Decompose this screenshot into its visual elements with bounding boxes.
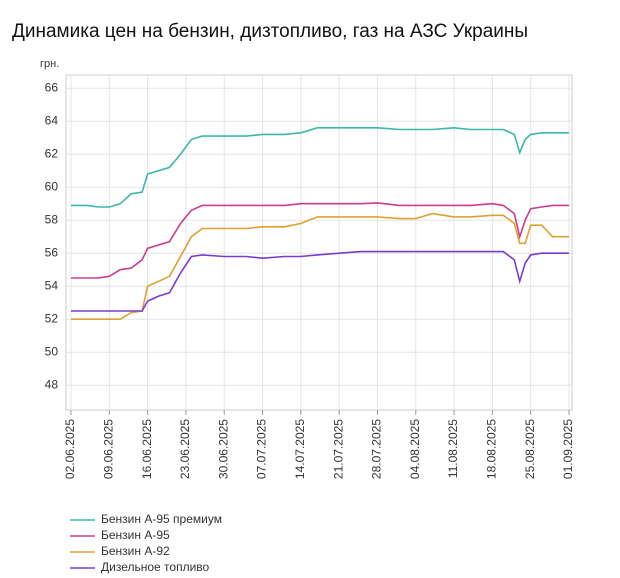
x-tick-label: 21.07.2025	[331, 419, 345, 479]
x-tick-label: 18.08.2025	[485, 419, 499, 479]
y-tick-label: 60	[45, 179, 59, 193]
y-tick-label: 64	[45, 113, 59, 127]
x-tick-label: 25.08.2025	[523, 419, 537, 479]
x-tick-label: 30.06.2025	[216, 419, 230, 479]
series-line	[71, 126, 569, 208]
y-tick-label: 48	[45, 377, 59, 391]
x-tick-label: 09.06.2025	[101, 419, 115, 479]
y-axis-label: грн.	[40, 58, 59, 70]
y-tick-label: 58	[45, 212, 59, 226]
x-tick-label: 28.07.2025	[370, 419, 384, 479]
y-tick-label: 66	[45, 80, 59, 94]
x-tick-label: 14.07.2025	[293, 419, 307, 479]
legend-label: Бензин А-92	[101, 544, 170, 558]
series-line	[71, 250, 569, 312]
y-tick-label: 54	[45, 278, 59, 292]
legend-label: Дизельное топливо	[101, 560, 210, 574]
chart-title: Динамика цен на бензин, дизтопливо, газ …	[12, 21, 528, 42]
y-tick-label: 62	[45, 146, 59, 160]
legend-label: Бензин А-95	[101, 528, 170, 542]
y-tick-label: 50	[45, 344, 59, 358]
x-tick-label: 16.06.2025	[140, 419, 154, 479]
x-tick-label: 01.09.2025	[561, 419, 575, 479]
x-tick-label: 04.08.2025	[408, 419, 422, 479]
x-tick-label: 11.08.2025	[446, 419, 460, 478]
x-tick-label: 07.07.2025	[255, 419, 269, 479]
y-tick-label: 56	[45, 245, 59, 259]
legend-label: Бензин А-95 премиум	[101, 512, 222, 526]
plot-frame	[65, 74, 573, 411]
x-tick-label: 23.06.2025	[178, 419, 192, 479]
y-tick-label: 52	[45, 311, 59, 325]
x-tick-label: 02.06.2025	[63, 419, 77, 479]
series-line	[71, 202, 569, 279]
